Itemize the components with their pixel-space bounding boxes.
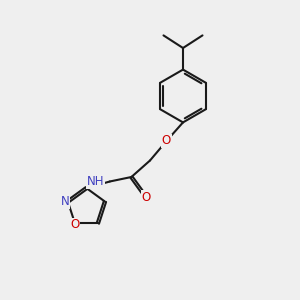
Text: O: O bbox=[162, 134, 171, 148]
Text: O: O bbox=[70, 218, 80, 231]
Text: NH: NH bbox=[87, 175, 104, 188]
Text: O: O bbox=[142, 190, 151, 204]
Text: N: N bbox=[61, 195, 70, 208]
